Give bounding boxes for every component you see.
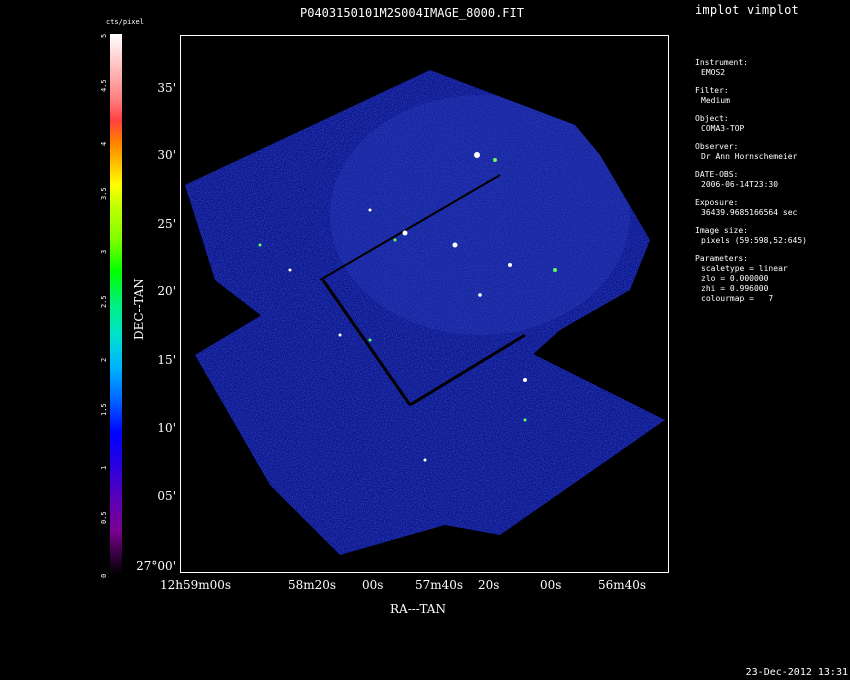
plot-frame (180, 35, 669, 573)
colorbar-tick: 3 (100, 249, 108, 254)
info-value: zhi = 0.996000 (701, 284, 769, 293)
y-tick-label: 30' (157, 148, 176, 162)
app-title: implot vimplot (695, 3, 799, 17)
info-label: Exposure: (695, 198, 739, 207)
info-label: Image size: (695, 226, 748, 235)
info-label: Object: (695, 114, 729, 123)
colorbar-tick: 1 (100, 465, 108, 470)
y-tick-label: 27°00' (136, 559, 176, 573)
info-value: EMOS2 (701, 68, 726, 77)
sky-image (185, 70, 665, 555)
colorbar-tick: 4 (100, 141, 108, 146)
info-group: Observer: Dr Ann Hornschemeier (695, 142, 807, 162)
y-tick-label: 05' (157, 489, 176, 503)
colorbar-tick: 2.5 (100, 295, 108, 308)
y-axis-label: DEC--TAN (132, 278, 146, 340)
info-value: zlo = 0.000000 (701, 274, 769, 283)
plot-title: P0403150101M2S004IMAGE_8000.FIT (300, 6, 524, 20)
colorbar (110, 34, 122, 574)
x-tick-label: 20s (478, 578, 500, 592)
colorbar-tick: 0 (100, 573, 108, 578)
info-group: Filter: Medium (695, 86, 807, 106)
x-tick-label: 12h59m00s (160, 578, 232, 592)
info-value: 36439.9685166564 sec (701, 208, 798, 217)
y-tick-label: 15' (157, 353, 176, 367)
info-value: 2006-06-14T23:30 (701, 180, 779, 189)
x-tick-label: 56m40s (598, 578, 647, 592)
info-value: COMA3-TOP (701, 124, 745, 133)
info-group: Parameters: scaletype = linear zlo = 0.000… (695, 254, 807, 304)
colorbar-tick: 5 (100, 33, 108, 38)
info-label: Instrument: (695, 58, 748, 67)
info-label: Filter: (695, 86, 729, 95)
info-value: pixels (59:598,52:645) (701, 236, 807, 245)
x-axis-label: RA---TAN (390, 602, 446, 616)
colorbar-tick: 1.5 (100, 403, 108, 416)
info-value: colourmap = 7 (701, 294, 774, 303)
x-tick-label: 58m20s (288, 578, 337, 592)
colorbar-tick: 3.5 (100, 187, 108, 200)
datestamp: 23-Dec-2012 13:31 (745, 667, 848, 678)
info-group: Exposure: 36439.9685166564 sec (695, 198, 807, 218)
info-group: Image size: pixels (59:598,52:645) (695, 226, 807, 246)
info-label: Observer: (695, 142, 739, 151)
x-tick-label: 00s (362, 578, 384, 592)
colorbar-tick: 0.5 (100, 511, 108, 524)
colorbar-label: cts/pixel (106, 18, 144, 26)
info-value: Dr Ann Hornschemeier (701, 152, 798, 161)
info-label: DATE-OBS: (695, 170, 739, 179)
info-group: Object: COMA3-TOP (695, 114, 807, 134)
y-tick-label: 25' (157, 217, 176, 231)
info-group: DATE-OBS: 2006-06-14T23:30 (695, 170, 807, 190)
y-tick-label: 35' (157, 81, 176, 95)
info-value: scaletype = linear (701, 264, 788, 273)
x-tick-label: 00s (540, 578, 562, 592)
y-tick-label: 10' (157, 421, 176, 435)
info-group: Instrument: EMOS2 (695, 58, 807, 78)
y-tick-label: 20' (157, 284, 176, 298)
info-panel: Instrument: EMOS2 Filter: Medium Object: COMA… (695, 58, 807, 312)
x-tick-label: 57m40s (415, 578, 464, 592)
colorbar-tick: 2 (100, 357, 108, 362)
info-value: Medium (701, 96, 730, 105)
info-label: Parameters: (695, 254, 748, 263)
colorbar-tick: 4.5 (100, 79, 108, 92)
